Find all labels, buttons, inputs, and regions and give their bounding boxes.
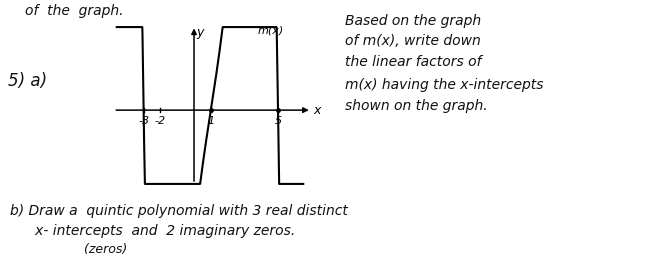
Text: 5: 5 [274, 116, 281, 126]
Text: m(x): m(x) [258, 26, 284, 36]
Text: shown on the graph.: shown on the graph. [345, 99, 488, 113]
Text: -3: -3 [138, 116, 149, 126]
Text: x- intercepts  and  2 imaginary zeros.: x- intercepts and 2 imaginary zeros. [22, 224, 295, 238]
Text: the linear factors of: the linear factors of [345, 55, 482, 69]
Text: -2: -2 [155, 116, 166, 126]
Text: x: x [313, 104, 321, 117]
Text: of m(x), write down: of m(x), write down [345, 34, 481, 48]
Text: y: y [197, 26, 204, 38]
Text: (zeros): (zeros) [48, 242, 127, 256]
Text: 5) a): 5) a) [8, 72, 47, 90]
Text: b) Draw a  quintic polynomial with 3 real distinct: b) Draw a quintic polynomial with 3 real… [10, 204, 348, 218]
Text: Based on the graph: Based on the graph [345, 14, 481, 28]
Text: 1: 1 [207, 116, 214, 126]
Text: of  the  graph.: of the graph. [25, 4, 123, 18]
Text: m(x) having the x-intercepts: m(x) having the x-intercepts [345, 78, 544, 92]
